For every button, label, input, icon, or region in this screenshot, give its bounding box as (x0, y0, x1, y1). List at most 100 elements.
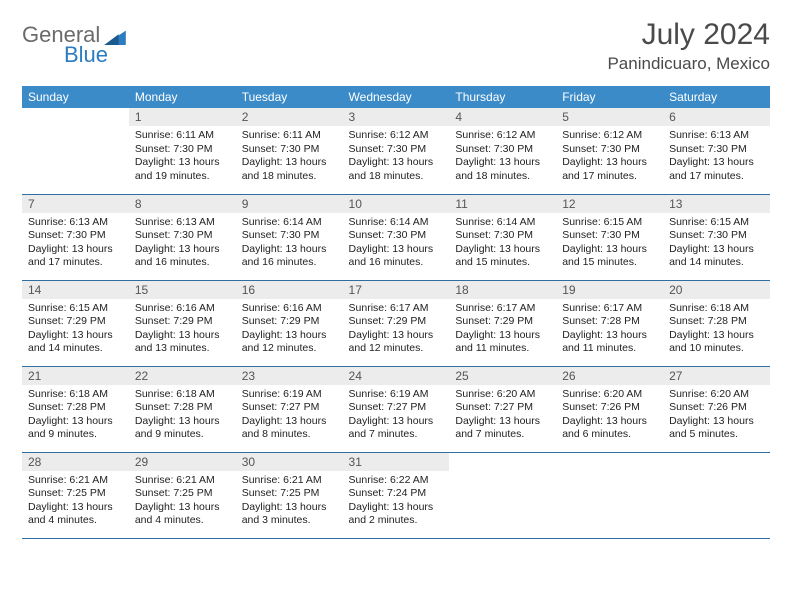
sunset-text: Sunset: 7:29 PM (28, 315, 123, 329)
daylight-text-2: and 18 minutes. (455, 170, 550, 184)
day-number: 15 (129, 281, 236, 299)
day-details: Sunrise: 6:21 AMSunset: 7:25 PMDaylight:… (22, 471, 129, 533)
sunrise-text: Sunrise: 6:14 AM (455, 216, 550, 230)
daylight-text-2: and 15 minutes. (562, 256, 657, 270)
daylight-text-2: and 17 minutes. (28, 256, 123, 270)
day-details: Sunrise: 6:19 AMSunset: 7:27 PMDaylight:… (343, 385, 450, 447)
calendar-cell: 16Sunrise: 6:16 AMSunset: 7:29 PMDayligh… (236, 280, 343, 366)
sunrise-text: Sunrise: 6:20 AM (455, 388, 550, 402)
daylight-text-2: and 8 minutes. (242, 428, 337, 442)
header: General July 2024 Panindicuaro, Mexico (22, 18, 770, 74)
calendar-cell: 29Sunrise: 6:21 AMSunset: 7:25 PMDayligh… (129, 452, 236, 538)
sunrise-text: Sunrise: 6:20 AM (669, 388, 764, 402)
day-details: Sunrise: 6:13 AMSunset: 7:30 PMDaylight:… (129, 213, 236, 275)
day-details: Sunrise: 6:20 AMSunset: 7:27 PMDaylight:… (449, 385, 556, 447)
day-number: 29 (129, 453, 236, 471)
sunset-text: Sunset: 7:28 PM (562, 315, 657, 329)
daylight-text-1: Daylight: 13 hours (562, 243, 657, 257)
day-details: Sunrise: 6:13 AMSunset: 7:30 PMDaylight:… (663, 126, 770, 188)
sunrise-text: Sunrise: 6:15 AM (562, 216, 657, 230)
calendar-table: Sunday Monday Tuesday Wednesday Thursday… (22, 86, 770, 539)
sunset-text: Sunset: 7:30 PM (455, 229, 550, 243)
day-details: Sunrise: 6:11 AMSunset: 7:30 PMDaylight:… (129, 126, 236, 188)
sunset-text: Sunset: 7:30 PM (135, 229, 230, 243)
calendar-cell: 25Sunrise: 6:20 AMSunset: 7:27 PMDayligh… (449, 366, 556, 452)
day-details: Sunrise: 6:14 AMSunset: 7:30 PMDaylight:… (449, 213, 556, 275)
sunrise-text: Sunrise: 6:15 AM (28, 302, 123, 316)
daylight-text-1: Daylight: 13 hours (135, 243, 230, 257)
day-number: 25 (449, 367, 556, 385)
daylight-text-2: and 9 minutes. (135, 428, 230, 442)
daylight-text-1: Daylight: 13 hours (349, 329, 444, 343)
day-details: Sunrise: 6:17 AMSunset: 7:28 PMDaylight:… (556, 299, 663, 361)
title-block: July 2024 Panindicuaro, Mexico (607, 18, 770, 74)
sunrise-text: Sunrise: 6:21 AM (135, 474, 230, 488)
sunset-text: Sunset: 7:30 PM (349, 143, 444, 157)
sunrise-text: Sunrise: 6:12 AM (562, 129, 657, 143)
sunrise-text: Sunrise: 6:13 AM (135, 216, 230, 230)
weekday-header-row: Sunday Monday Tuesday Wednesday Thursday… (22, 86, 770, 108)
day-details: Sunrise: 6:21 AMSunset: 7:25 PMDaylight:… (236, 471, 343, 533)
sunrise-text: Sunrise: 6:19 AM (242, 388, 337, 402)
daylight-text-2: and 16 minutes. (242, 256, 337, 270)
sunrise-text: Sunrise: 6:14 AM (349, 216, 444, 230)
sunrise-text: Sunrise: 6:17 AM (349, 302, 444, 316)
daylight-text-2: and 2 minutes. (349, 514, 444, 528)
sunrise-text: Sunrise: 6:16 AM (135, 302, 230, 316)
day-details: Sunrise: 6:18 AMSunset: 7:28 PMDaylight:… (663, 299, 770, 361)
daylight-text-1: Daylight: 13 hours (28, 415, 123, 429)
day-number: 7 (22, 195, 129, 213)
daylight-text-1: Daylight: 13 hours (455, 329, 550, 343)
calendar-row: 21Sunrise: 6:18 AMSunset: 7:28 PMDayligh… (22, 366, 770, 452)
sunrise-text: Sunrise: 6:14 AM (242, 216, 337, 230)
calendar-cell: 14Sunrise: 6:15 AMSunset: 7:29 PMDayligh… (22, 280, 129, 366)
day-details: Sunrise: 6:19 AMSunset: 7:27 PMDaylight:… (236, 385, 343, 447)
day-number: 23 (236, 367, 343, 385)
calendar-cell (556, 452, 663, 538)
daylight-text-2: and 17 minutes. (562, 170, 657, 184)
calendar-cell: 1Sunrise: 6:11 AMSunset: 7:30 PMDaylight… (129, 108, 236, 194)
day-number: 16 (236, 281, 343, 299)
daylight-text-2: and 4 minutes. (28, 514, 123, 528)
sunrise-text: Sunrise: 6:17 AM (455, 302, 550, 316)
daylight-text-1: Daylight: 13 hours (669, 329, 764, 343)
calendar-cell: 7Sunrise: 6:13 AMSunset: 7:30 PMDaylight… (22, 194, 129, 280)
daylight-text-1: Daylight: 13 hours (669, 243, 764, 257)
calendar-cell (663, 452, 770, 538)
sunset-text: Sunset: 7:30 PM (242, 143, 337, 157)
day-number: 14 (22, 281, 129, 299)
sunset-text: Sunset: 7:30 PM (562, 143, 657, 157)
daylight-text-1: Daylight: 13 hours (135, 501, 230, 515)
calendar-cell: 21Sunrise: 6:18 AMSunset: 7:28 PMDayligh… (22, 366, 129, 452)
day-number: 31 (343, 453, 450, 471)
calendar-cell: 2Sunrise: 6:11 AMSunset: 7:30 PMDaylight… (236, 108, 343, 194)
daylight-text-2: and 15 minutes. (455, 256, 550, 270)
daylight-text-2: and 18 minutes. (349, 170, 444, 184)
daylight-text-2: and 5 minutes. (669, 428, 764, 442)
sunrise-text: Sunrise: 6:11 AM (135, 129, 230, 143)
daylight-text-1: Daylight: 13 hours (455, 415, 550, 429)
day-number: 6 (663, 108, 770, 126)
daylight-text-1: Daylight: 13 hours (562, 329, 657, 343)
calendar-cell: 3Sunrise: 6:12 AMSunset: 7:30 PMDaylight… (343, 108, 450, 194)
weekday-header: Wednesday (343, 86, 450, 108)
daylight-text-2: and 11 minutes. (455, 342, 550, 356)
weekday-header: Sunday (22, 86, 129, 108)
calendar-cell: 26Sunrise: 6:20 AMSunset: 7:26 PMDayligh… (556, 366, 663, 452)
sunset-text: Sunset: 7:30 PM (455, 143, 550, 157)
calendar-body: 1Sunrise: 6:11 AMSunset: 7:30 PMDaylight… (22, 108, 770, 538)
logo-text-blue: Blue (64, 42, 108, 68)
day-number: 18 (449, 281, 556, 299)
day-number: 13 (663, 195, 770, 213)
sunrise-text: Sunrise: 6:21 AM (242, 474, 337, 488)
calendar-cell: 23Sunrise: 6:19 AMSunset: 7:27 PMDayligh… (236, 366, 343, 452)
sunrise-text: Sunrise: 6:18 AM (669, 302, 764, 316)
sunset-text: Sunset: 7:27 PM (242, 401, 337, 415)
day-number: 5 (556, 108, 663, 126)
day-details: Sunrise: 6:18 AMSunset: 7:28 PMDaylight:… (22, 385, 129, 447)
sunrise-text: Sunrise: 6:20 AM (562, 388, 657, 402)
calendar-cell: 30Sunrise: 6:21 AMSunset: 7:25 PMDayligh… (236, 452, 343, 538)
sunrise-text: Sunrise: 6:18 AM (28, 388, 123, 402)
day-details: Sunrise: 6:17 AMSunset: 7:29 PMDaylight:… (449, 299, 556, 361)
day-number: 20 (663, 281, 770, 299)
